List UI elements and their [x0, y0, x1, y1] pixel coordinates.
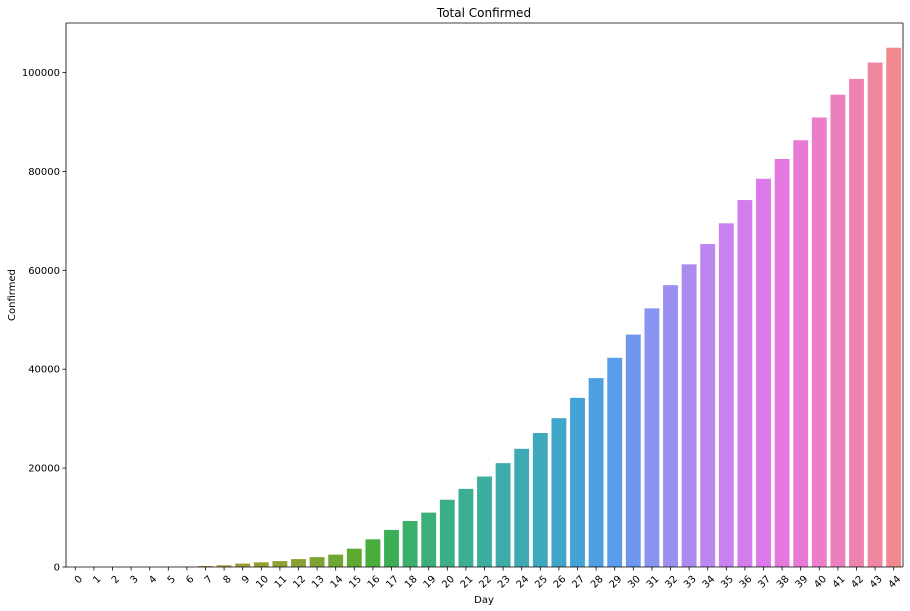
y-tick-label: 20000: [28, 464, 60, 475]
x-tick-label: 40: [812, 574, 829, 591]
x-tick-label: 26: [552, 574, 569, 591]
y-tick-label: 80000: [28, 167, 60, 178]
bar-day-34: [700, 244, 715, 567]
x-tick-label: 43: [868, 574, 885, 591]
x-tick-label: 39: [794, 574, 811, 591]
bar-day-37: [756, 179, 771, 567]
x-tick-label: 12: [291, 574, 308, 591]
bar-day-15: [347, 549, 362, 567]
bar-day-30: [626, 335, 641, 567]
x-tick-label: 22: [477, 574, 494, 591]
bar-day-23: [496, 463, 511, 567]
bar-day-18: [403, 521, 418, 567]
bars-group: [161, 48, 901, 567]
bar-day-43: [868, 63, 883, 567]
bar-day-41: [830, 95, 845, 567]
y-tick-label: 100000: [22, 68, 60, 79]
x-tick-label: 18: [403, 574, 420, 591]
bar-day-10: [254, 562, 269, 567]
y-axis-ticks: 0 20000 40000 60000 80000 100000: [22, 68, 66, 574]
x-tick-label: 29: [608, 574, 625, 591]
x-tick-label: 16: [366, 574, 383, 591]
y-tick-label: 0: [54, 563, 60, 574]
x-tick-label: 36: [738, 574, 755, 591]
x-tick-label: 2: [110, 574, 122, 586]
x-tick-label: 34: [701, 574, 718, 591]
x-tick-label: 30: [626, 574, 643, 591]
bar-day-38: [775, 159, 790, 567]
x-tick-label: 10: [254, 574, 271, 591]
bar-day-32: [663, 285, 678, 567]
chart-title: Total Confirmed: [436, 6, 531, 20]
x-tick-label: 15: [347, 574, 364, 591]
x-tick-label: 33: [682, 574, 699, 591]
x-tick-label: 3: [128, 574, 140, 586]
x-tick-label: 31: [645, 574, 662, 591]
bar-day-40: [812, 117, 827, 567]
bar-day-44: [886, 48, 901, 567]
bar-day-35: [719, 223, 734, 567]
bar-day-29: [607, 358, 622, 567]
bar-day-14: [328, 555, 343, 567]
x-tick-label: 4: [147, 574, 159, 586]
bar-day-36: [737, 200, 752, 567]
x-tick-label: 21: [459, 574, 476, 591]
bar-day-24: [514, 449, 529, 567]
x-tick-label: 0: [73, 574, 85, 586]
bar-day-19: [421, 513, 436, 567]
x-tick-label: 35: [719, 574, 736, 591]
x-tick-label: 28: [589, 574, 606, 591]
x-tick-label: 27: [570, 574, 587, 591]
bar-day-31: [644, 308, 659, 567]
bar-day-22: [477, 477, 492, 568]
x-tick-label: 6: [184, 574, 196, 586]
bar-day-9: [235, 564, 250, 567]
bar-day-20: [440, 500, 455, 567]
bar-day-28: [589, 378, 604, 567]
bar-day-25: [533, 433, 548, 567]
x-tick-label: 37: [756, 574, 773, 591]
x-tick-label: 7: [203, 574, 215, 586]
x-tick-label: 17: [384, 574, 401, 591]
y-tick-label: 60000: [28, 266, 60, 277]
x-tick-label: 25: [533, 574, 550, 591]
bar-day-21: [458, 489, 473, 567]
x-tick-label: 11: [273, 574, 290, 591]
x-tick-label: 8: [221, 574, 233, 586]
bar-day-13: [310, 557, 325, 567]
bar-day-26: [551, 418, 566, 567]
bar-day-39: [793, 140, 808, 567]
bar-day-17: [384, 530, 399, 567]
x-tick-label: 19: [422, 574, 439, 591]
bar-day-11: [272, 561, 287, 567]
x-tick-label: 14: [329, 574, 346, 591]
x-tick-label: 20: [440, 574, 457, 591]
bar-day-33: [682, 264, 697, 567]
x-tick-label: 38: [775, 574, 792, 591]
x-tick-label: 42: [849, 574, 866, 591]
x-tick-label: 1: [91, 574, 103, 586]
y-tick-label: 40000: [28, 365, 60, 376]
x-axis-ticks: 0 1 2 3 4 5 6 7 8 9 10 11 12 13 14 15 16 17 18 19 20 21 22 23 24…: [73, 567, 904, 591]
bar-day-12: [291, 559, 306, 567]
x-tick-label: 24: [515, 574, 532, 591]
x-tick-label: 5: [166, 574, 178, 586]
bar-day-27: [570, 398, 585, 567]
bar-day-16: [365, 539, 380, 567]
bar-day-42: [849, 79, 864, 567]
x-tick-label: 44: [887, 574, 904, 591]
x-tick-label: 23: [496, 574, 513, 591]
x-tick-label: 32: [663, 574, 680, 591]
x-tick-label: 41: [831, 574, 848, 591]
y-axis-label: Confirmed: [7, 269, 18, 321]
x-tick-label: 9: [240, 574, 252, 586]
x-tick-label: 13: [310, 574, 327, 591]
x-axis-label: Day: [474, 595, 494, 606]
